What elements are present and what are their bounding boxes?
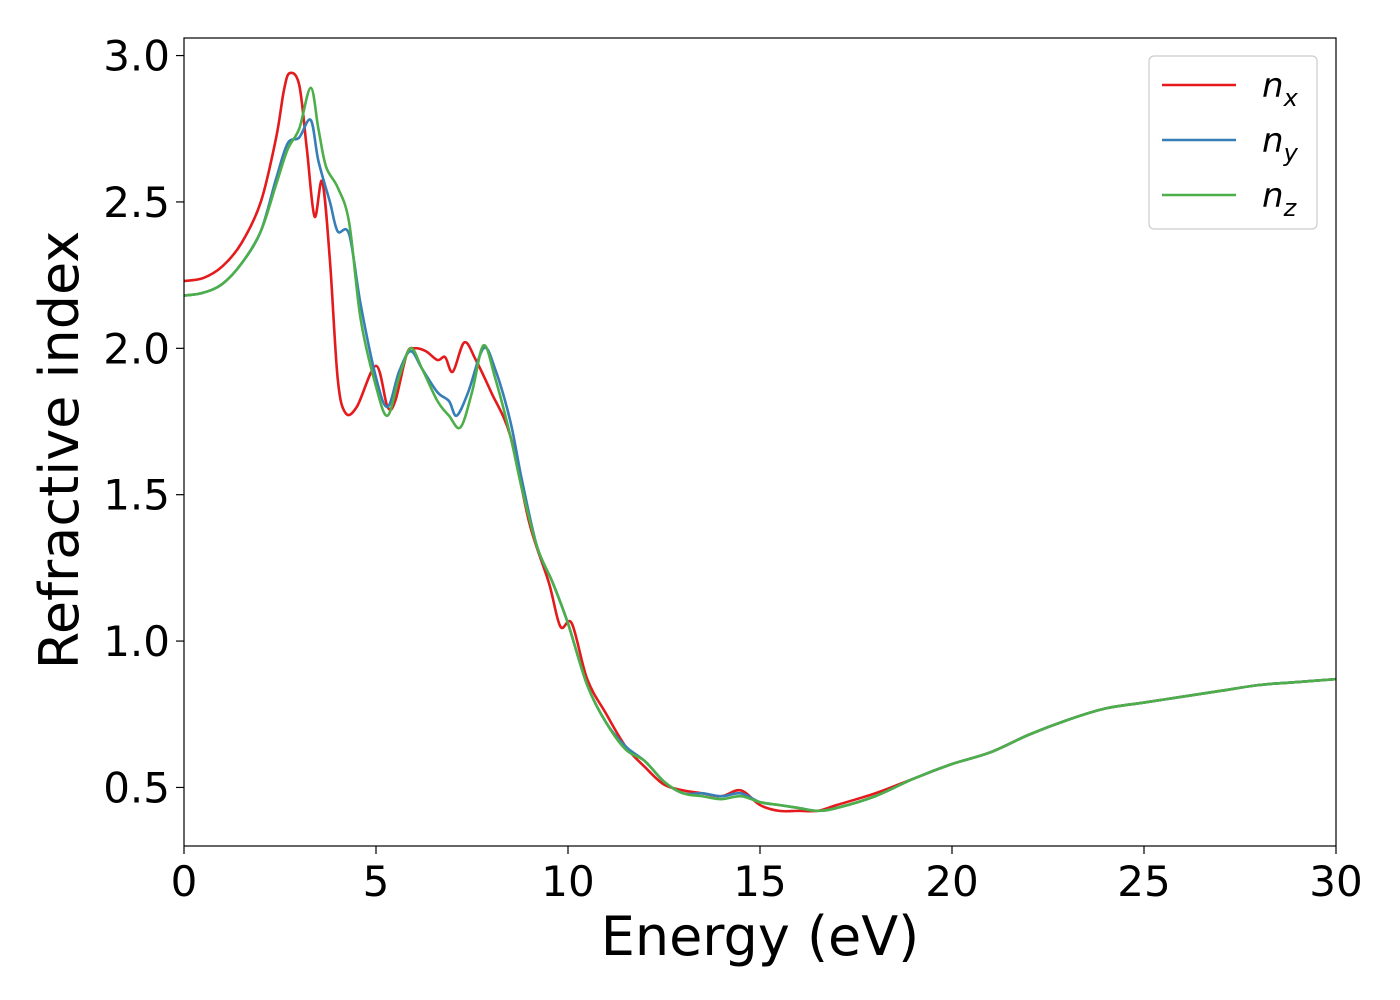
x-tick-label: 10 bbox=[541, 857, 594, 906]
x-tick-label: 0 bbox=[171, 857, 198, 906]
y-axis-ticks: 0.5 1.0 1.5 2.0 2.5 3.0 bbox=[103, 32, 184, 812]
y-tick-label: 1.5 bbox=[103, 471, 170, 520]
y-tick-label: 2.0 bbox=[103, 324, 170, 373]
legend-label-n-x: nx bbox=[1262, 66, 1299, 112]
series-line-n-z bbox=[183, 86, 1337, 813]
x-axis-ticks: 0 5 10 15 20 25 30 bbox=[171, 846, 1363, 906]
y-tick-label: 2.5 bbox=[103, 178, 170, 227]
x-tick-label: 20 bbox=[925, 857, 978, 906]
x-tick-label: 15 bbox=[733, 857, 786, 906]
legend-box bbox=[1148, 55, 1318, 230]
x-tick-label: 5 bbox=[363, 857, 390, 906]
y-tick-label: 1.0 bbox=[103, 617, 170, 666]
series-lines bbox=[183, 71, 1337, 813]
legend-label-n-z: nz bbox=[1262, 176, 1298, 222]
y-tick-label: 3.0 bbox=[103, 32, 170, 81]
x-axis-label: Energy (eV) bbox=[601, 905, 920, 968]
x-tick-label: 30 bbox=[1309, 857, 1362, 906]
legend-label-n-y: ny bbox=[1262, 121, 1299, 167]
legend: nx ny nz bbox=[1148, 55, 1318, 230]
x-tick-label: 25 bbox=[1117, 857, 1170, 906]
y-tick-label: 0.5 bbox=[103, 763, 170, 812]
y-axis-label: Refractive index bbox=[28, 231, 91, 670]
